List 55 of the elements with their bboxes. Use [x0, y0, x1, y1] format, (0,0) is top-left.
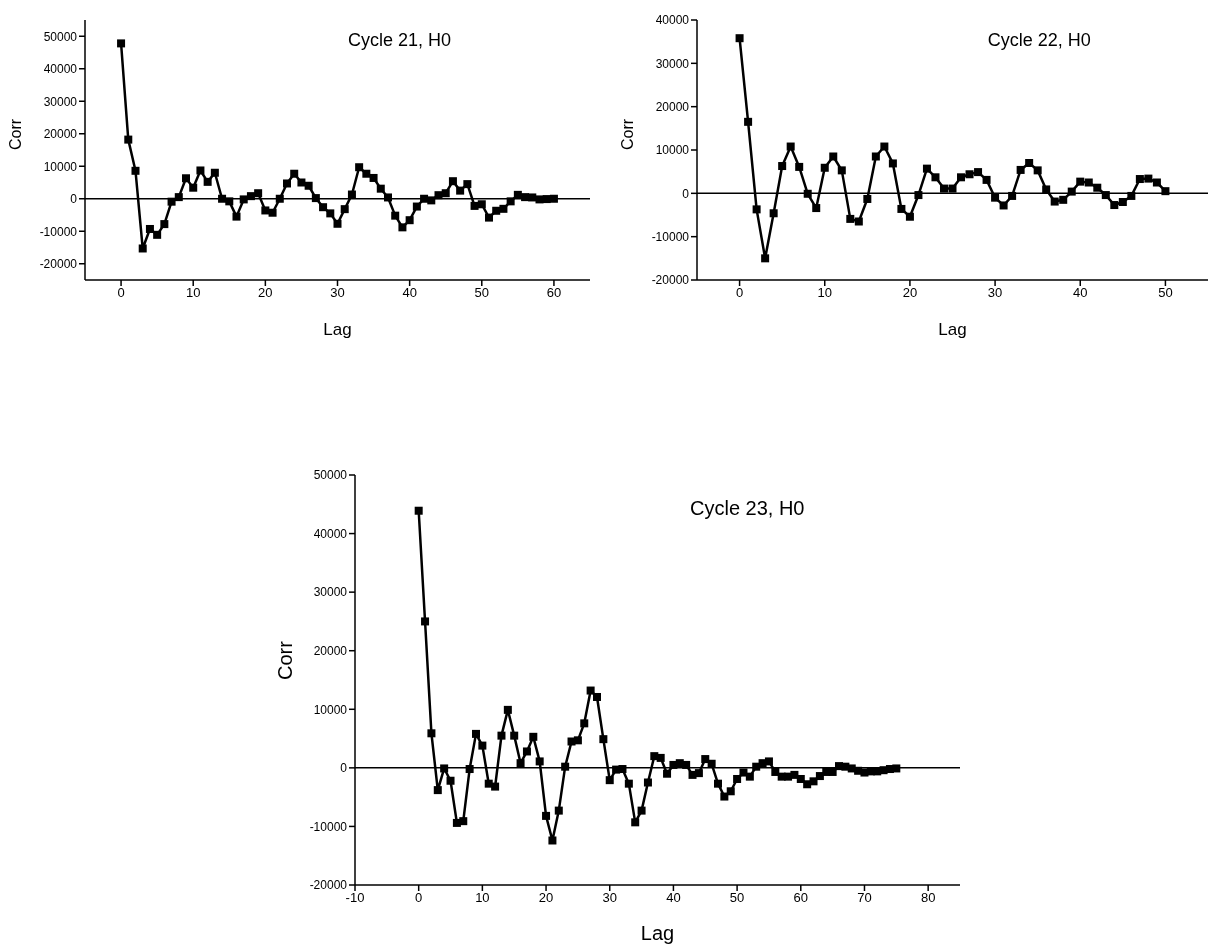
y-tick-label: 0 — [682, 186, 690, 201]
x-tick-label: 20 — [902, 285, 918, 301]
y-tick-label: 20000 — [313, 643, 348, 658]
x-tick-label: 40 — [666, 890, 681, 906]
x-tick-label: 50 — [729, 890, 745, 906]
y-tick-label: 20000 — [43, 127, 78, 142]
x-tick-label: 20 — [538, 890, 554, 906]
x-tick-label: 30 — [330, 285, 345, 301]
text: Cycle 21, H0 — [348, 30, 452, 51]
y-tick-label: 0 — [70, 192, 78, 207]
text: Cycle 23, H0 — [690, 497, 805, 520]
y-tick-label: 40000 — [43, 62, 78, 77]
y-tick-label: -10000 — [651, 229, 690, 244]
x-tick-label: 40 — [1073, 285, 1088, 301]
x-tick-label: 0 — [415, 890, 423, 906]
y-tick-label: 30000 — [313, 585, 348, 600]
x-tick-label: 10 — [817, 285, 832, 301]
x-tick-label: 60 — [793, 890, 809, 906]
x-tick-label: 70 — [857, 890, 872, 906]
x-tick-label: 0 — [735, 285, 744, 301]
y-tick-label: -20000 — [39, 257, 78, 272]
x-tick-label: 10 — [185, 285, 201, 301]
x-tick-label: 50 — [474, 285, 490, 301]
text: Cycle 22, H0 — [987, 30, 1091, 51]
y-tick-label: 10000 — [313, 702, 348, 717]
y-tick-label: 0 — [340, 761, 348, 776]
y-axis-title: Corr — [618, 118, 636, 150]
x-tick-label: 30 — [602, 890, 617, 906]
y-tick-label: -10000 — [309, 819, 348, 834]
y-tick-label: 50000 — [43, 29, 78, 44]
y-tick-label: 10000 — [43, 159, 78, 174]
y-axis-title: Corr — [274, 640, 297, 680]
y-tick-label: 30000 — [43, 94, 78, 109]
x-tick-label: 30 — [987, 285, 1003, 301]
x-tick-label: 40 — [402, 285, 417, 301]
x-tick-label: 20 — [258, 285, 273, 301]
x-tick-label: -10 — [345, 890, 365, 906]
y-tick-label: 30000 — [655, 56, 690, 71]
x-tick-label: 50 — [1158, 285, 1173, 301]
y-tick-label: -20000 — [651, 273, 690, 288]
x-tick-label: 10 — [475, 890, 490, 906]
x-axis-title: Lag — [323, 320, 352, 339]
y-tick-label: -10000 — [39, 224, 78, 239]
y-tick-label: 20000 — [655, 99, 690, 114]
x-axis-title: Lag — [938, 320, 967, 339]
y-tick-label: 40000 — [655, 13, 690, 28]
y-tick-label: -20000 — [309, 878, 348, 893]
x-tick-label: 0 — [117, 285, 125, 301]
y-tick-label: 10000 — [655, 143, 690, 158]
x-tick-label: 80 — [920, 890, 936, 906]
x-tick-label: 60 — [546, 285, 562, 301]
y-tick-label: 50000 — [313, 468, 348, 483]
y-tick-label: 40000 — [313, 526, 348, 541]
x-axis-title: Lag — [640, 922, 675, 944]
y-axis-title: Corr — [6, 118, 24, 150]
